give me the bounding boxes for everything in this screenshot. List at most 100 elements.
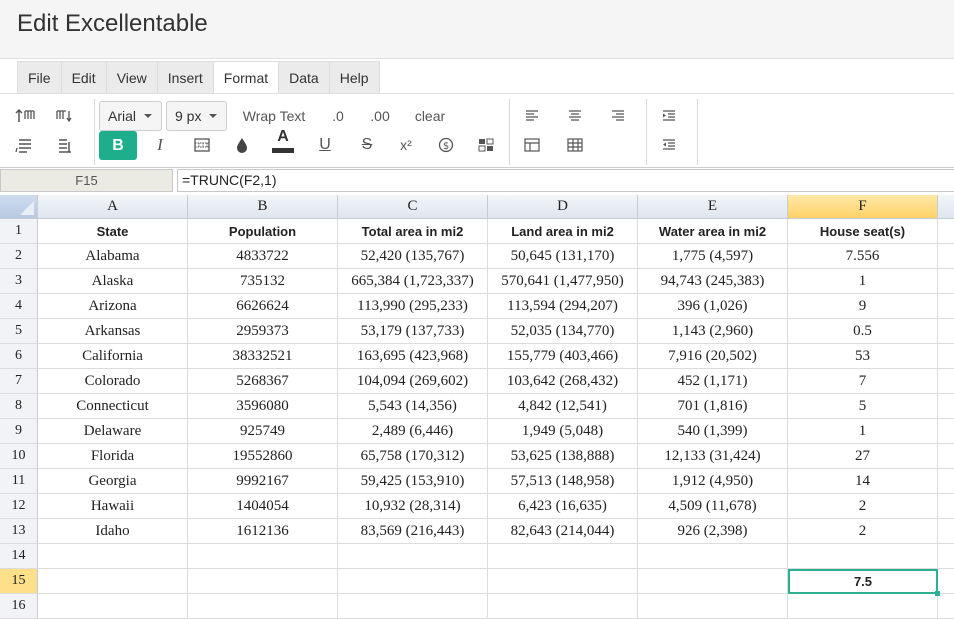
select-all-corner[interactable] (0, 195, 38, 219)
cell-extra-5[interactable] (938, 319, 954, 344)
cell-extra-2[interactable] (938, 244, 954, 269)
cell-d13[interactable]: 82,643 (214,044) (488, 519, 638, 544)
menu-help[interactable]: Help (329, 62, 380, 94)
cell-d7[interactable]: 103,642 (268,432) (488, 369, 638, 394)
conditional-format-icon[interactable] (474, 131, 498, 159)
cell-f13[interactable]: 2 (788, 519, 938, 544)
cell-b5[interactable]: 2959373 (188, 319, 338, 344)
cell-f11[interactable]: 14 (788, 469, 938, 494)
cell-c5[interactable]: 53,179 (137,733) (338, 319, 488, 344)
cell-c12[interactable]: 10,932 (28,314) (338, 494, 488, 519)
fill-color-icon[interactable] (230, 131, 254, 159)
formula-input[interactable]: =TRUNC(F2,1) (177, 169, 954, 192)
cell-b2[interactable]: 4833722 (188, 244, 338, 269)
cell-extra-6[interactable] (938, 344, 954, 369)
cell-e4[interactable]: 396 (1,026) (638, 294, 788, 319)
cell-d6[interactable]: 155,779 (403,466) (488, 344, 638, 369)
row-header-6[interactable]: 6 (0, 344, 38, 369)
cell-extra-9[interactable] (938, 419, 954, 444)
cell-c9[interactable]: 2,489 (6,446) (338, 419, 488, 444)
cell-e14[interactable] (638, 544, 788, 569)
menu-format[interactable]: Format (213, 62, 280, 94)
menu-data[interactable]: Data (279, 62, 330, 94)
cell-e11[interactable]: 1,912 (4,950) (638, 469, 788, 494)
cell-c16[interactable] (338, 594, 488, 619)
cell-extra-1[interactable] (938, 219, 954, 244)
cell-c15[interactable] (338, 569, 488, 594)
cell-e5[interactable]: 1,143 (2,960) (638, 319, 788, 344)
cell-e15[interactable] (638, 569, 788, 594)
clear-button[interactable]: clear (414, 108, 446, 124)
cell-f14[interactable] (788, 544, 938, 569)
cell-a12[interactable]: Hawaii (38, 494, 188, 519)
cell-extra-13[interactable] (938, 519, 954, 544)
cell-f5[interactable]: 0.5 (788, 319, 938, 344)
menu-insert[interactable]: Insert (157, 62, 214, 94)
cell-a8[interactable]: Connecticut (38, 394, 188, 419)
cell-a4[interactable]: Arizona (38, 294, 188, 319)
column-header-d[interactable]: D (488, 195, 638, 219)
row-header-13[interactable]: 13 (0, 519, 38, 544)
cell-a1[interactable]: State (38, 219, 188, 244)
cell-b14[interactable] (188, 544, 338, 569)
cell-c8[interactable]: 5,543 (14,356) (338, 394, 488, 419)
cell-c3[interactable]: 665,384 (1,723,337) (338, 269, 488, 294)
cell-a15[interactable] (38, 569, 188, 594)
row-header-1[interactable]: 1 (0, 219, 38, 244)
cell-extra-12[interactable] (938, 494, 954, 519)
cell-a5[interactable]: Arkansas (38, 319, 188, 344)
row-header-8[interactable]: 8 (0, 394, 38, 419)
cell-f8[interactable]: 5 (788, 394, 938, 419)
row-header-15[interactable]: 15 (0, 569, 38, 594)
cell-b7[interactable]: 5268367 (188, 369, 338, 394)
row-header-16[interactable]: 16 (0, 594, 38, 619)
menu-edit[interactable]: Edit (61, 62, 107, 94)
cell-c7[interactable]: 104,094 (269,602) (338, 369, 488, 394)
cell-b8[interactable]: 3596080 (188, 394, 338, 419)
currency-icon[interactable]: $ (434, 131, 458, 159)
cell-a7[interactable]: Colorado (38, 369, 188, 394)
decimal-decrease-button[interactable]: .0 (332, 108, 344, 124)
cell-extra-11[interactable] (938, 469, 954, 494)
table-icon[interactable] (563, 131, 587, 159)
cell-b3[interactable]: 735132 (188, 269, 338, 294)
cell-f3[interactable]: 1 (788, 269, 938, 294)
row-header-7[interactable]: 7 (0, 369, 38, 394)
cell-e16[interactable] (638, 594, 788, 619)
bold-button[interactable]: B (99, 131, 137, 160)
cell-d12[interactable]: 6,423 (16,635) (488, 494, 638, 519)
cell-d11[interactable]: 57,513 (148,958) (488, 469, 638, 494)
cell-a3[interactable]: Alaska (38, 269, 188, 294)
row-header-12[interactable]: 12 (0, 494, 38, 519)
row-header-9[interactable]: 9 (0, 419, 38, 444)
cell-reference-box[interactable]: F15 (0, 169, 173, 192)
font-family-select[interactable]: Arial (99, 101, 162, 131)
cell-extra-7[interactable] (938, 369, 954, 394)
italic-button[interactable]: I (157, 135, 163, 154)
cell-e1[interactable]: Water area in mi2 (638, 219, 788, 244)
cell-c14[interactable] (338, 544, 488, 569)
cell-d14[interactable] (488, 544, 638, 569)
row-header-4[interactable]: 4 (0, 294, 38, 319)
row-header-14[interactable]: 14 (0, 544, 38, 569)
cell-extra-14[interactable] (938, 544, 954, 569)
underline-button[interactable]: U (319, 136, 331, 153)
cell-f10[interactable]: 27 (788, 444, 938, 469)
column-header-c[interactable]: C (338, 195, 488, 219)
indent-decrease-icon[interactable] (657, 131, 681, 159)
cell-a6[interactable]: California (38, 344, 188, 369)
text-color-button[interactable]: A (271, 127, 295, 155)
borders-icon[interactable] (190, 131, 214, 159)
delete-col-icon[interactable] (52, 132, 78, 160)
cell-d2[interactable]: 50,645 (131,170) (488, 244, 638, 269)
cell-b6[interactable]: 38332521 (188, 344, 338, 369)
cell-d4[interactable]: 113,594 (294,207) (488, 294, 638, 319)
wrap-text-button[interactable]: Wrap Text (242, 108, 306, 124)
align-right-icon[interactable] (606, 102, 630, 130)
column-header-b[interactable]: B (188, 195, 338, 219)
cell-d16[interactable] (488, 594, 638, 619)
cell-c13[interactable]: 83,569 (216,443) (338, 519, 488, 544)
cell-e8[interactable]: 701 (1,816) (638, 394, 788, 419)
cell-extra-16[interactable] (938, 594, 954, 619)
cell-e7[interactable]: 452 (1,171) (638, 369, 788, 394)
